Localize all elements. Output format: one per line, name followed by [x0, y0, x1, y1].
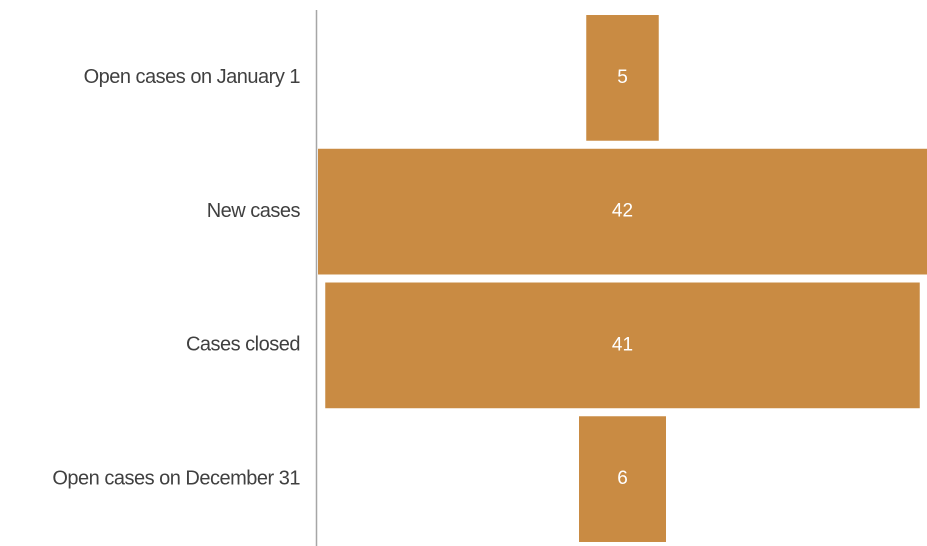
category-label: Open cases on December 31 [52, 467, 300, 489]
bar [579, 416, 666, 542]
value-label: 6 [617, 468, 628, 489]
category-label: Open cases on January 1 [84, 66, 301, 88]
bar [318, 148, 927, 275]
value-label: 42 [612, 201, 633, 222]
category-label: New cases [207, 200, 301, 222]
bar [325, 282, 920, 409]
value-label: 5 [617, 67, 628, 88]
bar [586, 15, 659, 141]
value-label: 41 [612, 334, 633, 355]
category-label: Cases closed [186, 334, 300, 356]
